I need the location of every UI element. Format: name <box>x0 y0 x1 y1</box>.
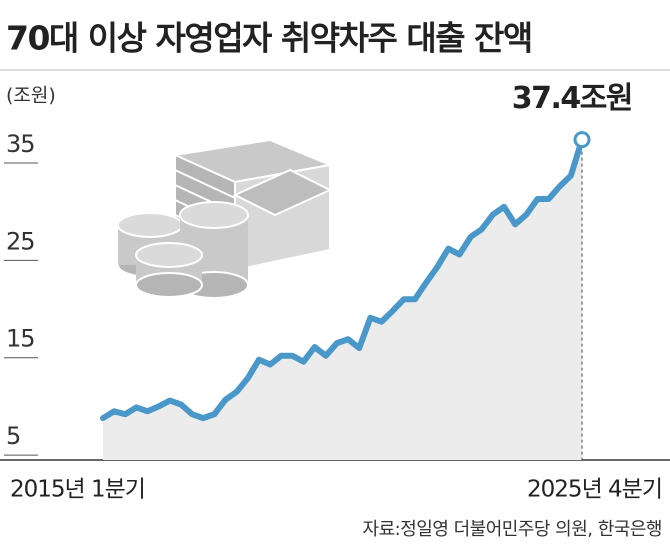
y-tick-label: 5 <box>6 422 20 450</box>
y-tick-label: 15 <box>6 325 35 353</box>
source: 자료:정일영 더불어민주당 의원, 한국은행 <box>363 519 662 540</box>
y-tick-label: 35 <box>6 130 35 158</box>
end-point <box>573 131 591 149</box>
value-label: 37.4조원 <box>512 81 632 116</box>
money-icon <box>117 138 334 299</box>
y-tick-label: 25 <box>6 227 35 255</box>
x-tick-label: 2025년 4분기 <box>527 477 662 503</box>
x-tick-label: 2015년 1분기 <box>10 477 145 503</box>
y-axis-label: (조원) <box>6 85 56 107</box>
area <box>103 139 582 460</box>
line <box>100 136 585 422</box>
chart-title: 70대 이상 자영업자 취약차주 대출 잔액 <box>6 19 532 58</box>
